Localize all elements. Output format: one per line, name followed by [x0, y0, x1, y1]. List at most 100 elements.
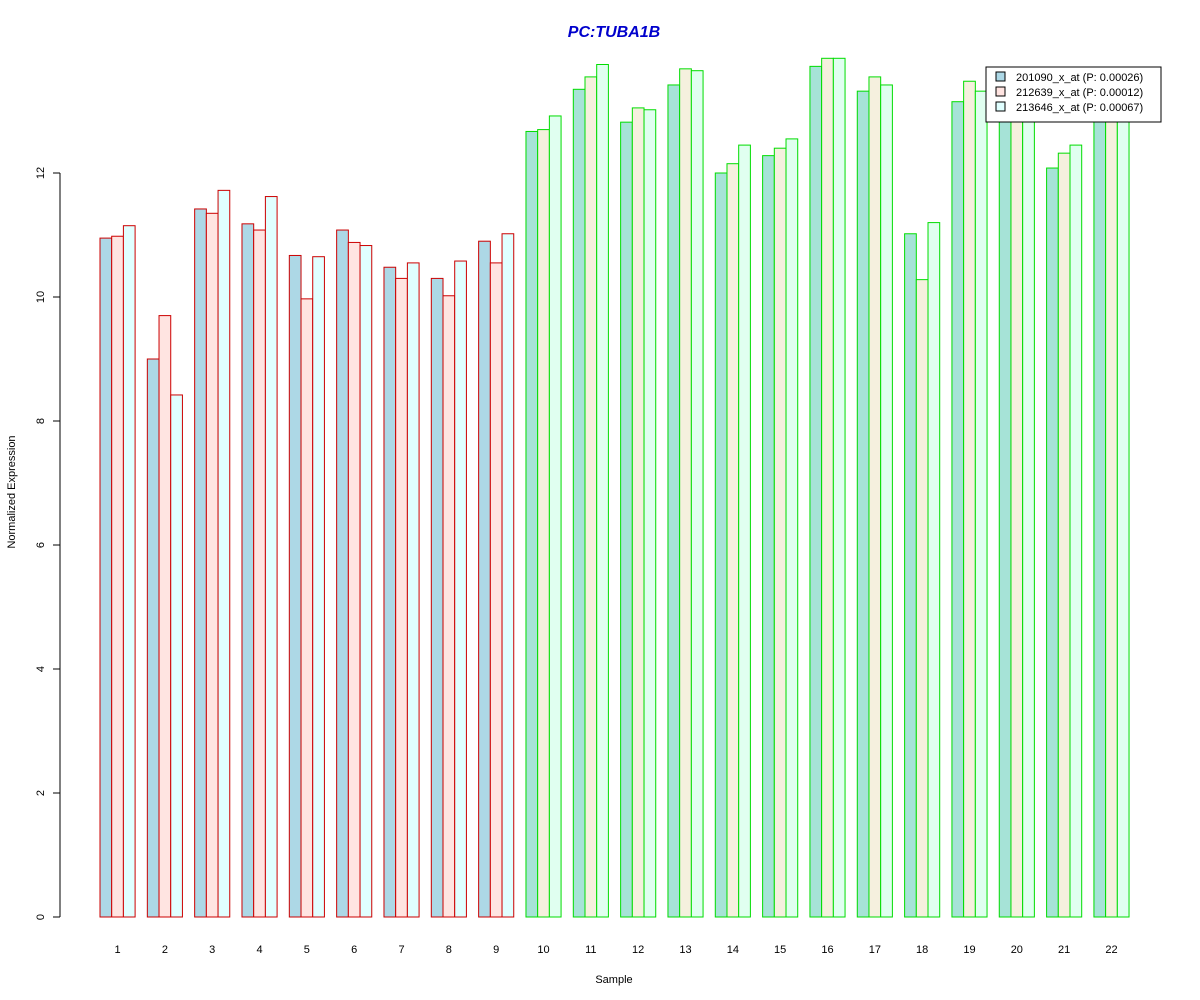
bar-sample-8-series-3	[454, 260, 467, 918]
x-tick-label: 6	[351, 944, 357, 956]
x-tick-label: 14	[727, 944, 739, 956]
y-tick-label: 0	[35, 914, 47, 920]
x-tick-label: 1	[114, 944, 120, 956]
x-tick-label: 8	[446, 944, 452, 956]
bar-sample-5-series-2	[300, 298, 314, 918]
bar-sample-11-series-2	[584, 76, 598, 918]
bar-sample-6-series-3	[359, 245, 373, 918]
x-tick-label: 15	[774, 944, 786, 956]
bar-sample-18-series-2	[915, 279, 929, 918]
legend-label: 201090_x_at (P: 0.00026)	[1016, 72, 1143, 84]
legend-label: 213646_x_at (P: 0.00067)	[1016, 102, 1143, 114]
legend-swatch	[995, 86, 1006, 97]
bar-sample-5-series-3	[312, 256, 325, 918]
bar-sample-9-series-2	[489, 262, 503, 918]
bar-sample-8-series-1	[430, 277, 444, 918]
bar-sample-2-series-3	[170, 394, 183, 918]
bar-sample-6-series-2	[347, 241, 361, 918]
bar-sample-22-series-3	[1116, 116, 1130, 918]
bar-sample-4-series-3	[264, 196, 278, 918]
bar-sample-1-series-3	[122, 225, 136, 918]
x-tick-label: 16	[821, 944, 833, 956]
y-axis-label: Normalized Expression	[6, 435, 18, 548]
legend-box	[985, 66, 1162, 123]
bar-sample-2-series-2	[158, 315, 172, 918]
legend-label: 212639_x_at (P: 0.00012)	[1016, 87, 1143, 99]
bar-sample-5-series-1	[288, 254, 302, 918]
bar-sample-22-series-1	[1093, 110, 1107, 918]
bar-sample-14-series-1	[714, 172, 728, 918]
x-tick-label: 13	[679, 944, 691, 956]
bar-sample-14-series-2	[726, 163, 740, 918]
y-tick-label: 12	[35, 167, 47, 179]
bar-sample-4-series-1	[241, 223, 255, 918]
bar-sample-12-series-2	[631, 107, 645, 918]
legend: 201090_x_at (P: 0.00026) 212639_x_at (P: …	[985, 66, 1162, 123]
y-tick-label: 4	[35, 666, 47, 672]
bar-sample-19-series-1	[951, 101, 965, 918]
bar-sample-19-series-2	[963, 80, 976, 918]
bar-sample-19-series-3	[974, 90, 988, 918]
x-tick-label: 11	[585, 944, 596, 956]
legend-swatch	[995, 101, 1006, 112]
bar-sample-11-series-3	[596, 64, 609, 918]
y-tick-label: 6	[35, 542, 47, 548]
x-tick-label: 20	[1011, 944, 1023, 956]
bar-sample-10-series-1	[525, 130, 539, 918]
bar-sample-21-series-3	[1069, 144, 1083, 918]
bar-sample-20-series-2	[1010, 113, 1024, 918]
x-tick-label: 3	[209, 944, 215, 956]
bar-sample-2-series-1	[146, 358, 160, 918]
x-tick-label: 2	[162, 944, 168, 956]
bar-sample-21-series-2	[1057, 152, 1071, 918]
bar-sample-4-series-2	[253, 229, 266, 918]
bar-sample-18-series-1	[904, 233, 917, 918]
x-tick-label: 17	[869, 944, 881, 956]
bar-sample-15-series-1	[762, 155, 775, 918]
bar-sample-20-series-1	[998, 110, 1012, 918]
bar-sample-16-series-3	[832, 57, 846, 918]
bar-sample-12-series-1	[620, 121, 633, 918]
x-tick-label: 5	[304, 944, 310, 956]
bar-sample-13-series-2	[679, 68, 692, 918]
bar-sample-17-series-3	[880, 84, 893, 918]
y-axis: 0 2 4 6 8 10 12	[35, 167, 61, 920]
bar-sample-11-series-1	[572, 88, 586, 918]
bar-sample-13-series-3	[690, 70, 704, 918]
x-tick-label: 10	[537, 944, 549, 956]
y-tick-label: 10	[35, 291, 47, 303]
x-tick-label: 4	[256, 944, 262, 956]
bar-sample-9-series-3	[501, 233, 515, 918]
y-tick-label: 2	[35, 790, 47, 796]
bar-sample-15-series-3	[785, 138, 799, 918]
x-tick-label: 19	[963, 944, 975, 956]
bar-sample-9-series-1	[478, 240, 491, 918]
bar-sample-10-series-3	[548, 115, 562, 918]
bar-sample-16-series-2	[821, 57, 834, 918]
bar-sample-10-series-2	[537, 129, 550, 918]
x-tick-label: 21	[1058, 944, 1070, 956]
bar-sample-22-series-2	[1105, 113, 1118, 918]
x-tick-label: 7	[398, 944, 404, 956]
bar-sample-20-series-3	[1022, 113, 1035, 918]
x-tick-label: 12	[632, 944, 644, 956]
bar-sample-21-series-1	[1046, 167, 1059, 918]
x-tick-label: 9	[493, 944, 499, 956]
bar-sample-18-series-3	[927, 222, 941, 918]
bar-sample-1-series-2	[111, 235, 124, 918]
legend-swatch	[995, 71, 1006, 82]
bar-sample-8-series-2	[442, 295, 456, 918]
bar-sample-7-series-1	[383, 266, 397, 918]
bar-sample-15-series-2	[773, 147, 787, 918]
bar-sample-3-series-2	[205, 212, 219, 918]
bar-sample-16-series-1	[809, 65, 823, 918]
x-tick-label: 18	[916, 944, 928, 956]
bar-sample-7-series-2	[395, 277, 408, 918]
bar-sample-6-series-1	[336, 229, 349, 918]
bar-sample-12-series-3	[643, 109, 657, 918]
bar-sample-3-series-1	[194, 208, 207, 918]
y-tick-label: 8	[35, 418, 47, 424]
bar-sample-14-series-3	[738, 144, 751, 918]
bars	[99, 57, 1130, 918]
